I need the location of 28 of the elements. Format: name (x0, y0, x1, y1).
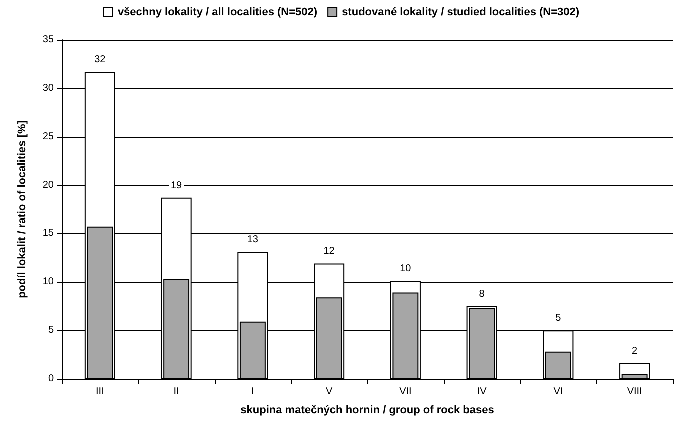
y-tick-label: 10 (42, 276, 54, 288)
data-label: 32 (94, 54, 106, 66)
x-tick-label: VI (554, 386, 564, 398)
data-label: 12 (324, 246, 336, 258)
x-tick-label: I (252, 386, 254, 398)
legend-label: studované lokality / studied localities (N=302) (342, 6, 580, 18)
y-tick-label: 35 (42, 34, 54, 46)
y-tick-label: 0 (48, 374, 54, 384)
y-tick-label: 20 (42, 180, 54, 191)
data-label: 2 (632, 346, 638, 358)
legend-label: všechny lokality / all localities (N=502) (118, 6, 318, 18)
x-tick-label: II (174, 386, 180, 398)
y-tick-label: 5 (48, 325, 54, 336)
x-tick-label: III (96, 386, 104, 398)
x-tick-label: IV (477, 386, 488, 398)
data-label: 10 (400, 264, 412, 275)
y-axis-title: podíl lokalit / ratio of localities [%] (16, 120, 28, 298)
x-tick-label: V (326, 386, 333, 398)
x-tick-label: VIII (627, 386, 642, 398)
x-axis-title: skupina matečných hornin / group of rock bases (240, 404, 494, 416)
data-label: 13 (247, 234, 259, 246)
y-tick-label: 25 (42, 131, 54, 142)
data-label: 5 (556, 313, 562, 324)
y-tick-label: 15 (42, 228, 54, 240)
y-tick-label: 30 (42, 82, 54, 94)
data-label: 19 (171, 180, 183, 192)
data-label: 8 (479, 288, 486, 300)
x-tick-label: VII (400, 386, 412, 398)
